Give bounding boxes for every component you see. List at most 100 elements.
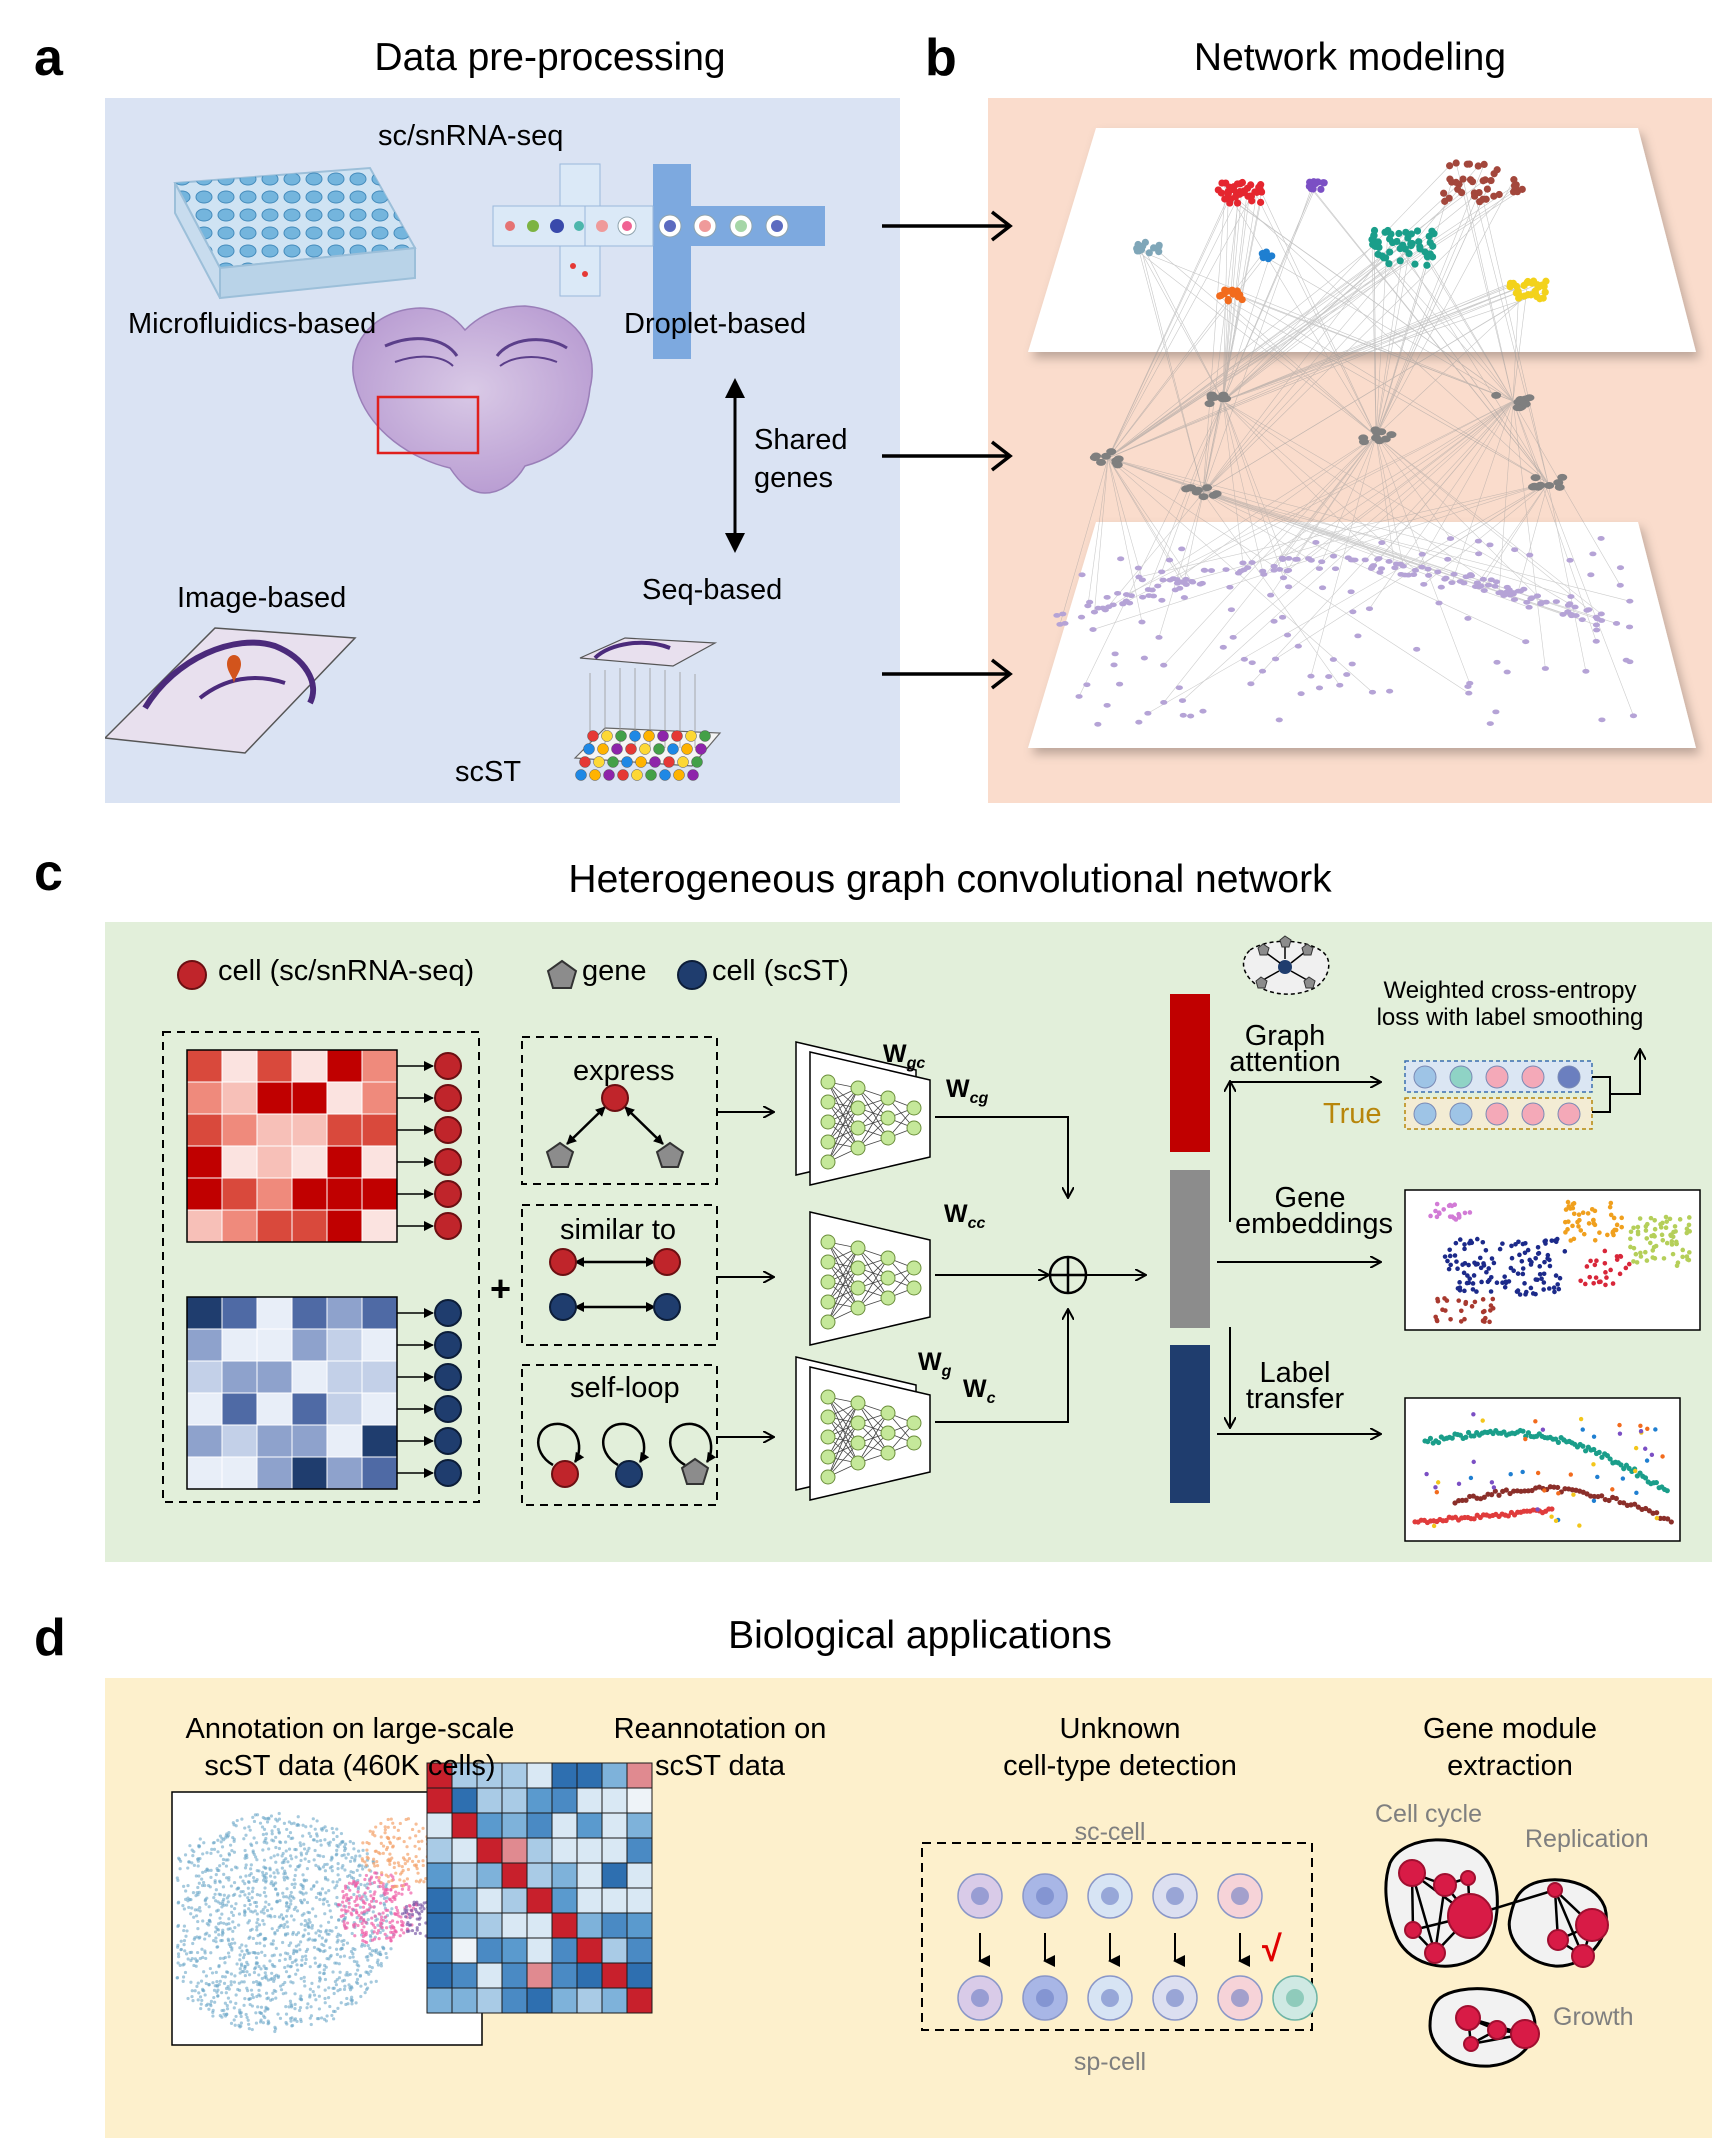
- matrix-cell: [326, 1296, 363, 1330]
- spatial-cell-node: [1094, 605, 1102, 611]
- spatial-cell-node: [1343, 672, 1351, 677]
- gene-point: [1446, 1266, 1452, 1272]
- matrix-cell: [186, 1328, 223, 1362]
- gene-point: [1570, 1223, 1575, 1229]
- gene-point: [1631, 1245, 1637, 1251]
- matrix-cell: [186, 1392, 223, 1426]
- spatial-cell-node: [1616, 582, 1624, 588]
- gene-point: [1602, 1248, 1608, 1254]
- gene-point: [1480, 1318, 1486, 1324]
- gene-point: [1610, 1281, 1616, 1286]
- bead: [643, 730, 655, 742]
- cell-node: [1471, 192, 1479, 200]
- spatial-cell-node: [1270, 618, 1278, 624]
- spatial-cell-node: [1260, 571, 1268, 577]
- matrix-cell: [256, 1113, 293, 1147]
- cell-node: [1531, 287, 1539, 295]
- heatmap-cell: [426, 1837, 453, 1864]
- app1-title-line1: Annotation on large-scale: [185, 1713, 515, 1745]
- app3-title-line2: cell-type detection: [1003, 1750, 1237, 1782]
- gene-point: [1502, 1284, 1508, 1290]
- gene-node: [1460, 1870, 1476, 1886]
- gene-point: [1631, 1225, 1636, 1231]
- spatial-cell-node: [1178, 546, 1186, 552]
- cell-st-node: [434, 1363, 462, 1391]
- gene-embeddings-label-line1: Gene: [1274, 1182, 1346, 1214]
- spatial-cell-node: [1089, 627, 1097, 632]
- heatmap-cell: [601, 1812, 628, 1839]
- spatial-cell-node: [1589, 551, 1597, 557]
- matrix-cell: [221, 1049, 258, 1083]
- matrix-cell: [256, 1392, 293, 1426]
- gene-point: [1466, 1262, 1471, 1268]
- gene-node: [1547, 1929, 1569, 1951]
- spatial-cell-node: [1420, 581, 1428, 587]
- cell-node: [1155, 248, 1163, 256]
- matrix-cell: [326, 1081, 363, 1115]
- spatial-cell-node: [1226, 584, 1234, 590]
- spatial-cell-node: [1460, 580, 1468, 586]
- heatmap-cell: [576, 1812, 603, 1839]
- heatmap-cell: [551, 1937, 578, 1964]
- gene-point: [1668, 1233, 1674, 1239]
- spatial-cell-node: [1075, 694, 1083, 699]
- spatial-cell-node: [1435, 600, 1443, 606]
- cell-node: [1233, 199, 1242, 207]
- weight-w-g: Wg: [918, 1348, 952, 1380]
- matrix-cell: [326, 1392, 363, 1426]
- bead: [649, 756, 661, 768]
- spatial-cell-node: [1247, 681, 1255, 687]
- spatial-cell-node: [1437, 584, 1445, 590]
- bead: [635, 756, 647, 768]
- gene-point: [1523, 1292, 1528, 1297]
- spatial-cell-node: [1434, 569, 1442, 575]
- gene-point: [1648, 1215, 1654, 1221]
- spatial-cell-node: [1240, 567, 1248, 573]
- heatmap-cell: [451, 1837, 478, 1864]
- heatmap-cell: [601, 1837, 628, 1864]
- spatial-cell-node: [1284, 584, 1293, 590]
- heatmap-cell: [476, 1912, 503, 1939]
- gene-point: [1576, 1224, 1581, 1229]
- heatmap-cell: [526, 1762, 553, 1789]
- heatmap-cell: [626, 1862, 653, 1889]
- gene-point: [1488, 1274, 1494, 1280]
- heatmap-cell: [451, 1987, 478, 2014]
- spatial-cell-node: [1140, 655, 1148, 661]
- gene-point: [1447, 1247, 1452, 1253]
- bead: [629, 730, 641, 742]
- gene-point: [1434, 1201, 1440, 1207]
- matrix-cell: [291, 1424, 328, 1458]
- spatial-cell-node: [1138, 577, 1146, 583]
- gene-point: [1523, 1240, 1528, 1246]
- gene-point: [1562, 1219, 1568, 1225]
- spatial-cell-node: [1061, 621, 1069, 626]
- gene-point: [1663, 1214, 1669, 1220]
- spatial-cell-node: [1258, 668, 1267, 674]
- spatial-cell-node: [1145, 593, 1153, 599]
- gene-point: [1644, 1236, 1650, 1241]
- bead: [639, 743, 651, 755]
- spatial-cell-node: [1486, 721, 1494, 727]
- heatmap-cell: [526, 1837, 553, 1864]
- matrix-cell: [256, 1360, 293, 1394]
- heatmap-cell: [626, 1887, 653, 1914]
- gene-point: [1463, 1301, 1468, 1307]
- true-cell-icon: [1521, 1102, 1545, 1126]
- spatial-cell-node: [1117, 556, 1125, 562]
- gene-point: [1553, 1239, 1559, 1245]
- spatial-cell-node: [1587, 572, 1595, 578]
- cell-node: [1407, 230, 1415, 238]
- spatial-cell-node: [1270, 563, 1278, 569]
- matrix-cell: [256, 1177, 293, 1211]
- cell-node: [1411, 260, 1419, 268]
- matrix-cell: [361, 1049, 398, 1083]
- gene-point: [1594, 1258, 1599, 1263]
- gene-point: [1686, 1222, 1692, 1228]
- spatial-cell-node: [1127, 593, 1135, 599]
- spatial-cell-node: [1283, 568, 1291, 574]
- spatial-cell-node: [1179, 712, 1187, 718]
- gene-point: [1551, 1285, 1557, 1290]
- gene-point: [1562, 1249, 1568, 1254]
- gene-node: [1530, 474, 1541, 482]
